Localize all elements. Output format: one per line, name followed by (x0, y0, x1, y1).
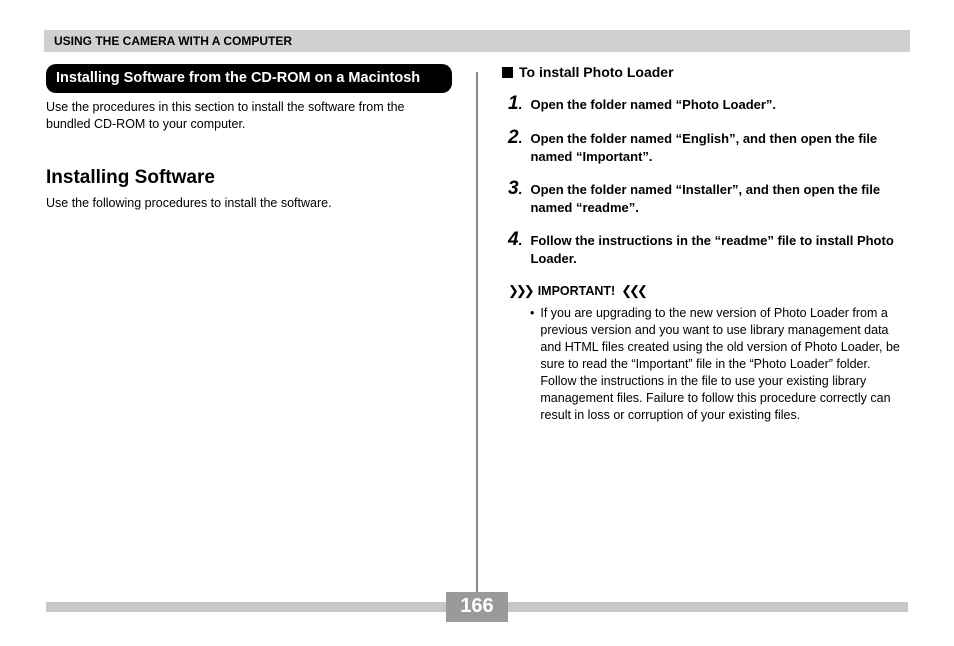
subsection-heading: Installing Software (46, 167, 452, 189)
step-number: 2. (508, 128, 522, 148)
procedure-subheading: To install Photo Loader (502, 64, 908, 80)
page-footer: 166 (0, 592, 954, 622)
step-number: 1. (508, 94, 522, 114)
arrows-right-icon: ❯❯❯ (508, 283, 532, 299)
step-item: 4. Follow the instructions in the “readm… (502, 230, 908, 267)
step-item: 1. Open the folder named “Photo Loader”. (502, 94, 908, 114)
manual-page: USING THE CAMERA WITH A COMPUTER Install… (0, 0, 954, 646)
step-item: 3. Open the folder named “Installer”, an… (502, 179, 908, 216)
step-text: Open the folder named “English”, and the… (530, 128, 908, 165)
step-item: 2. Open the folder named “English”, and … (502, 128, 908, 165)
procedure-subheading-text: To install Photo Loader (519, 64, 674, 80)
important-bullet: • If you are upgrading to the new versio… (502, 305, 908, 423)
important-label: IMPORTANT! (536, 284, 618, 298)
page-number: 166 (446, 592, 507, 622)
important-bullet-text: If you are upgrading to the new version … (540, 305, 908, 423)
topic-intro-text: Use the procedures in this section to in… (46, 99, 452, 133)
footer-bar-left (46, 602, 446, 612)
section-header-bar: USING THE CAMERA WITH A COMPUTER (44, 30, 910, 52)
important-callout-header: ❯❯❯ IMPORTANT! ❮❮❮ (502, 283, 908, 299)
subsection-body: Use the following procedures to install … (46, 195, 452, 212)
two-column-layout: Installing Software from the CD-ROM on a… (46, 64, 908, 594)
arrows-left-icon: ❮❮❮ (621, 283, 645, 299)
topic-banner: Installing Software from the CD-ROM on a… (46, 64, 452, 93)
footer-bar-right (508, 602, 908, 612)
right-column: To install Photo Loader 1. Open the fold… (478, 64, 908, 594)
step-text: Open the folder named “Installer”, and t… (530, 179, 908, 216)
left-column: Installing Software from the CD-ROM on a… (46, 64, 476, 594)
square-bullet-icon (502, 67, 513, 78)
bullet-dot-icon: • (530, 305, 534, 423)
step-number: 3. (508, 179, 522, 199)
step-text: Open the folder named “Photo Loader”. (530, 94, 776, 114)
section-header-title: USING THE CAMERA WITH A COMPUTER (54, 34, 292, 48)
step-number: 4. (508, 230, 522, 250)
step-text: Follow the instructions in the “readme” … (530, 230, 908, 267)
